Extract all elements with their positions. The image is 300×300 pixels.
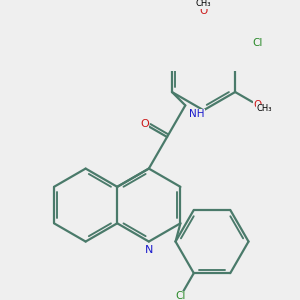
Text: Cl: Cl <box>175 291 186 300</box>
Text: O: O <box>254 100 262 110</box>
Text: Cl: Cl <box>252 38 262 48</box>
Text: NH: NH <box>189 109 205 119</box>
Text: O: O <box>140 119 148 129</box>
Text: O: O <box>200 7 208 16</box>
Text: CH₃: CH₃ <box>196 0 211 8</box>
Text: N: N <box>145 245 153 255</box>
Text: CH₃: CH₃ <box>256 104 272 113</box>
